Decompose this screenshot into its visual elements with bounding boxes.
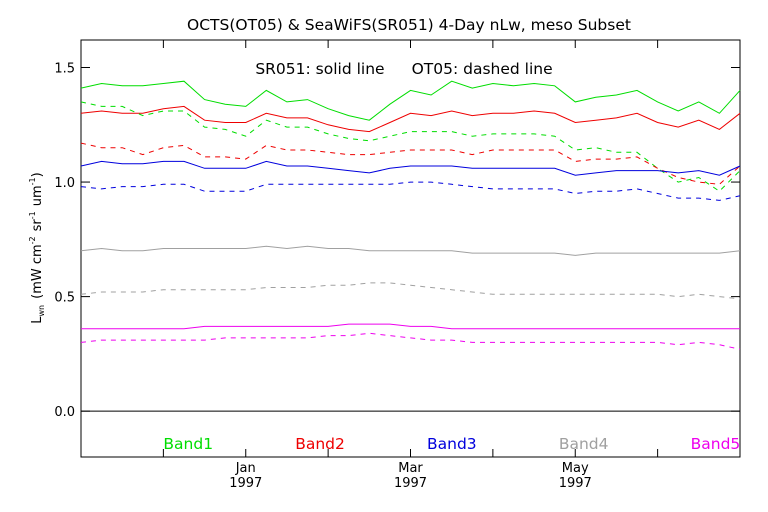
y-label-symbol: L (30, 316, 45, 324)
y-tick-label: 0.5 (54, 291, 75, 306)
series-line-band2-solid (80, 105, 741, 133)
chart-title: OCTS(OT05) & SeaWiFS(SR051) 4-Day nLw, m… (187, 16, 631, 34)
y-tick-label: 1.0 (54, 176, 75, 191)
legend-label-band5: Band5 (691, 435, 741, 453)
y-label-exp-3: -1 (28, 177, 37, 185)
x-tick-label-month: May (562, 461, 589, 476)
line-style-annotation: SR051: solid line OT05: dashed line (255, 60, 552, 78)
y-label-subscript: wn (37, 305, 46, 317)
series-line-band5-dashed (80, 332, 741, 350)
series-line-band1-dashed (80, 101, 741, 192)
x-tick-label-year: 1997 (229, 476, 262, 491)
y-label-exp-1: -2 (28, 236, 37, 244)
y-label-um: um (30, 185, 45, 206)
solid-line-note: SR051: solid line (255, 60, 384, 78)
series-line-band4-dashed (80, 282, 741, 300)
y-label-close: ) (30, 172, 45, 177)
x-tick-label-year: 1997 (394, 476, 427, 491)
y-axis-label: Lwn(mW cm-2sr-1um-1) (28, 172, 46, 323)
y-label-units: (mW cm (30, 244, 45, 299)
dashed-line-note: OT05: dashed line (412, 60, 553, 78)
series-line-band3-solid (80, 160, 741, 176)
series-line-band4-solid (80, 245, 741, 256)
y-tick-label: 0.0 (54, 405, 75, 420)
legend-label-band2: Band2 (295, 435, 345, 453)
legend-label-band1: Band1 (163, 435, 213, 453)
y-label-exp-2: -1 (28, 211, 37, 219)
legend-label-band3: Band3 (427, 435, 477, 453)
series-line-band1-solid (80, 80, 741, 121)
y-label-sr: sr (30, 219, 45, 232)
legend-label-band4: Band4 (559, 435, 609, 453)
series-lines (80, 80, 741, 350)
x-tick-label-year: 1997 (559, 476, 592, 491)
y-tick-label: 1.5 (54, 61, 75, 76)
series-line-band3-dashed (80, 181, 741, 201)
series-line-band2-dashed (80, 142, 741, 185)
legend: Band1 Band2 Band3 Band4 Band5 (163, 435, 740, 453)
x-tick-label-month: Jan (235, 461, 256, 476)
x-tick-label-month: Mar (398, 461, 423, 476)
series-line-band5-solid (81, 323, 740, 330)
y-axis: 0.0 0.5 1.0 1.5 (54, 61, 740, 420)
